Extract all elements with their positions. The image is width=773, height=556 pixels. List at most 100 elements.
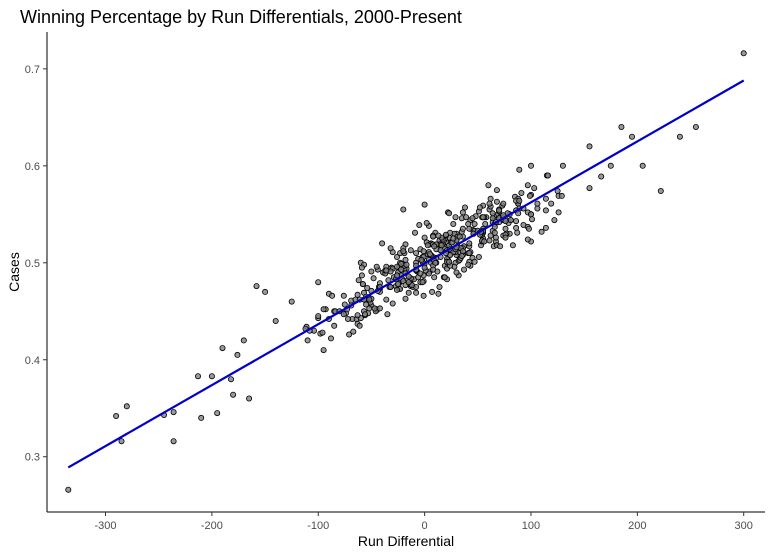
scatter-point — [487, 195, 494, 202]
scatter-point — [618, 124, 625, 131]
scatter-point — [387, 283, 394, 290]
scatter-point — [403, 261, 410, 268]
y-tick-label: 0.7 — [25, 64, 40, 76]
scatter-point — [344, 315, 351, 322]
scatter-point — [118, 438, 125, 445]
scatter-point — [481, 238, 488, 245]
scatter-point — [485, 182, 492, 189]
x-axis-label: Run Differential — [358, 533, 454, 549]
scatter-point — [456, 233, 463, 240]
scatter-point — [435, 290, 442, 297]
scatter-point — [379, 240, 386, 247]
scatter-point — [466, 225, 473, 232]
scatter-point — [424, 242, 431, 249]
scatter-point — [525, 225, 532, 232]
scatter-point — [514, 229, 521, 236]
scatter-point — [438, 242, 445, 249]
scatter-point — [502, 218, 509, 225]
scatter-point — [400, 206, 407, 213]
scatter-point — [253, 283, 260, 290]
scatter-point — [240, 337, 247, 344]
scatter-point — [198, 414, 205, 421]
scatter-point — [419, 279, 426, 286]
scatter-point — [227, 376, 234, 383]
scatter-point — [373, 263, 380, 270]
scatter-point — [170, 409, 177, 416]
scatter-point — [551, 217, 558, 224]
scatter-point — [65, 486, 72, 493]
scatter-point — [513, 218, 520, 225]
scatter-point — [398, 266, 405, 273]
scatter-point — [542, 207, 549, 214]
scatter-point — [526, 192, 533, 199]
scatter-point — [354, 312, 361, 319]
scatter-point — [639, 162, 646, 169]
scatter-point — [528, 211, 535, 218]
scatter-point — [548, 200, 555, 207]
scatter-point — [361, 311, 368, 318]
scatter-point — [463, 214, 470, 221]
scatter-point — [509, 242, 516, 249]
scatter-point — [545, 172, 552, 179]
scatter-point — [402, 256, 409, 263]
scatter-point — [315, 313, 322, 320]
scatter-point — [676, 133, 683, 140]
scatter-point — [426, 251, 433, 258]
scatter-point — [356, 322, 363, 329]
scatter-point — [459, 248, 466, 255]
scatter-point — [516, 166, 523, 173]
scatter-point — [331, 322, 338, 329]
scatter-point — [416, 221, 423, 228]
scatter-point — [432, 259, 439, 266]
scatter-point — [208, 373, 215, 380]
scatter-point — [500, 200, 507, 207]
scatter-point — [350, 328, 357, 335]
scatter-point — [559, 162, 566, 169]
scatter-point — [430, 233, 437, 240]
scatter-point — [383, 267, 390, 274]
scatter-point — [417, 270, 424, 277]
scatter-point — [518, 189, 525, 196]
scatter-point — [492, 234, 499, 241]
scatter-point — [528, 162, 535, 169]
scatter-point — [475, 253, 482, 260]
scatter-point — [304, 337, 311, 344]
scatter-point — [466, 250, 473, 257]
scatter-point — [450, 220, 457, 227]
scatter-point — [327, 335, 334, 342]
scatter-point — [340, 311, 347, 318]
regression-line — [67, 79, 745, 469]
scatter-point — [558, 192, 565, 199]
scatter-point — [431, 274, 438, 281]
scatter-point — [363, 301, 370, 308]
scatter-point — [358, 264, 365, 271]
scatter-point — [320, 306, 327, 313]
scatter-point — [421, 201, 428, 208]
scatter-point — [446, 210, 453, 217]
y-tick-label: 0.5 — [25, 258, 40, 270]
scatter-point — [246, 395, 253, 402]
scatter-point — [598, 173, 605, 180]
scatter-point — [629, 133, 636, 140]
x-tick-label: -100 — [307, 520, 329, 532]
scatter-point — [262, 288, 269, 295]
y-axis-label: Cases — [6, 252, 22, 292]
scatter-point — [657, 187, 664, 194]
scatter-point — [346, 331, 353, 338]
scatter-point — [420, 292, 427, 299]
scatter-point — [393, 253, 400, 260]
scatter-point — [402, 295, 409, 302]
scatter-point — [507, 217, 514, 224]
scatter-point — [516, 197, 523, 204]
x-tick-label: 300 — [735, 520, 753, 532]
scatter-point — [497, 243, 504, 250]
scatter-point — [170, 438, 177, 445]
scatter-point — [435, 232, 442, 239]
x-tick-label: -200 — [201, 520, 223, 532]
scatter-point — [123, 403, 130, 410]
scatter-point — [465, 220, 472, 227]
scatter-point — [219, 345, 226, 352]
scatter-point — [524, 236, 531, 243]
scatter-point — [421, 234, 428, 241]
